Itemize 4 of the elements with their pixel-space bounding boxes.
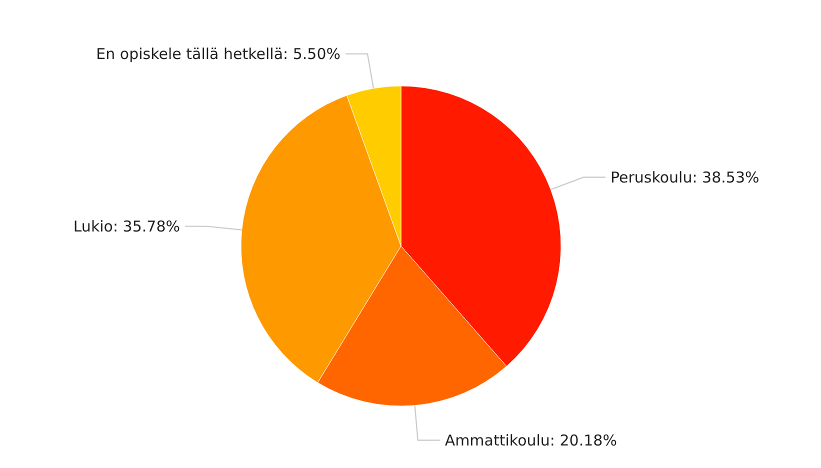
slice-label: Peruskoulu: 38.53%	[610, 168, 760, 187]
slice-label: En opiskele tällä hetkellä: 5.50%	[96, 45, 340, 64]
slice-label: Lukio: 35.78%	[73, 218, 180, 236]
slice-label: Ammattikoulu: 20.18%	[444, 432, 617, 450]
